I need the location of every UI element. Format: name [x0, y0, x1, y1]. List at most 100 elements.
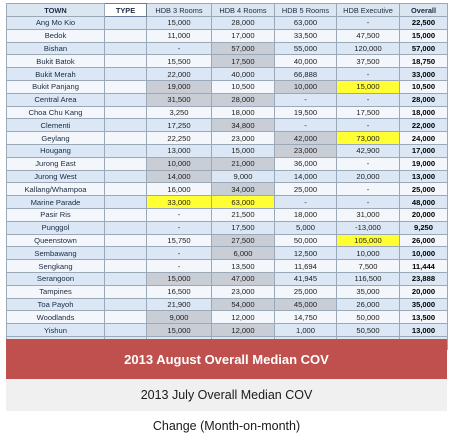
town-cell: Clementi — [6, 118, 105, 133]
overall-cell: 17,000 — [399, 143, 448, 158]
value-cell-r4: 17,500 — [211, 220, 275, 235]
town-cell: Bukit Panjang — [6, 79, 105, 94]
table-row: Bukit Merah 22,000 40,000 66,888-33,000 — [6, 67, 448, 81]
value-cell-r5: 66,888 — [274, 67, 337, 81]
town-cell: Tampines — [6, 284, 105, 299]
table-row: Kallang/Whampoa 16,000 34,000 25,000-25,000 — [6, 182, 448, 197]
overall-cell: 18,750 — [399, 54, 448, 69]
value-cell-r5: 1,000 — [274, 323, 337, 337]
type-cell — [104, 28, 147, 43]
value-cell-r4: 34,800 — [211, 118, 275, 133]
table-row: Jurong West 14,000 9,000 14,000 20,000 13,000 — [6, 169, 448, 184]
town-cell: Serangoon — [6, 271, 105, 286]
table-row: Bukit Panjang 19,000 10,500 10,000 15,000 10,… — [6, 79, 448, 94]
value-cell-r3: 16,000 — [146, 182, 212, 197]
overall-cell: 35,000 — [399, 297, 448, 312]
value-cell-r5: 40,000 — [274, 54, 337, 69]
value-cell-r4: 17,500 — [211, 54, 275, 69]
town-cell: Central Area — [6, 92, 105, 107]
table-row: Punggol -17,500 5,000 -13,000 9,250 — [6, 220, 448, 235]
overall-cell: 19,000 — [399, 156, 448, 171]
type-cell — [104, 259, 147, 273]
table-header-row: TOWN TYPE HDB 3 Rooms HDB 4 Rooms HDB 5 … — [6, 3, 448, 17]
value-cell-r5: 50,000 — [274, 233, 337, 248]
value-cell-r3: 9,000 — [146, 310, 212, 325]
overall-cell: 10,000 — [399, 246, 448, 261]
value-cell-r3: 15,750 — [146, 233, 212, 248]
overall-cell: 11,444 — [399, 259, 448, 273]
type-cell — [104, 67, 147, 81]
value-cell-r5: 11,694 — [274, 259, 337, 273]
value-cell-r5: - — [274, 92, 337, 107]
table-row: Clementi 17,250 34,800- -22,000 — [6, 118, 448, 133]
type-cell — [104, 271, 147, 286]
table-row: Bukit Batok 15,500 17,500 40,000 37,500 18,75… — [6, 54, 448, 69]
value-cell-ex: - — [336, 195, 400, 209]
cov-table: TOWN TYPE HDB 3 Rooms HDB 4 Rooms HDB 5 … — [6, 3, 448, 350]
value-cell-ex: 7,500 — [336, 259, 400, 273]
type-cell — [104, 323, 147, 337]
table-row: Geylang 22,250 23,000 42,000 73,000 24,000 — [6, 131, 448, 145]
value-cell-r5: 25,000 — [274, 182, 337, 197]
value-cell-ex: 26,000 — [336, 297, 400, 312]
table-row: Woodlands 9,000 12,000 14,750 50,000 13,500 — [6, 310, 448, 325]
town-cell: Jurong East — [6, 156, 105, 171]
value-cell-r4: 34,000 — [211, 182, 275, 197]
value-cell-r3: 15,000 — [146, 16, 212, 30]
value-cell-r5: 55,000 — [274, 41, 337, 56]
value-cell-r3: 15,500 — [146, 54, 212, 69]
value-cell-r4: 23,000 — [211, 131, 275, 145]
august-median-title: 2013 August Overall Median COV — [124, 351, 329, 367]
value-cell-r3: 15,000 — [146, 271, 212, 286]
value-cell-ex: 31,000 — [336, 207, 400, 222]
overall-cell: 26,000 — [399, 233, 448, 248]
value-cell-ex: 47,500 — [336, 28, 400, 43]
header-hdb-executive: HDB Executive — [336, 3, 400, 17]
value-cell-ex: 50,000 — [336, 310, 400, 325]
type-cell — [104, 169, 147, 184]
value-cell-r4: 15,000 — [211, 143, 275, 158]
value-cell-r3: 3,250 — [146, 105, 212, 120]
town-cell: Bishan — [6, 41, 105, 56]
value-cell-r5: 41,945 — [274, 271, 337, 286]
overall-cell: 57,000 — [399, 41, 448, 56]
value-cell-r3: 31,500 — [146, 92, 212, 107]
value-cell-ex: - — [336, 67, 400, 81]
type-cell — [104, 54, 147, 69]
value-cell-ex: 37,500 — [336, 54, 400, 69]
value-cell-r4: 63,000 — [211, 195, 275, 209]
value-cell-r4: 18,000 — [211, 105, 275, 120]
value-cell-ex: 105,000 — [336, 233, 400, 248]
value-cell-ex: - — [336, 182, 400, 197]
type-cell — [104, 195, 147, 209]
header-overall: Overall — [399, 3, 448, 17]
value-cell-r4: 54,000 — [211, 297, 275, 312]
value-cell-r5: 18,000 — [274, 207, 337, 222]
type-cell — [104, 92, 147, 107]
july-median-title: 2013 July Overall Median COV — [140, 388, 313, 402]
value-cell-r5: - — [274, 118, 337, 133]
town-cell: Marine Parade — [6, 195, 105, 209]
overall-cell: 48,000 — [399, 195, 448, 209]
overall-cell: 24,000 — [399, 131, 448, 145]
value-cell-ex: 17,500 — [336, 105, 400, 120]
value-cell-ex: - — [336, 118, 400, 133]
value-cell-r3: 15,000 — [146, 323, 212, 337]
type-cell — [104, 310, 147, 325]
value-cell-r5: 10,000 — [274, 79, 337, 94]
table-row: Central Area 31,500 28,000- -28,000 — [6, 92, 448, 107]
july-median-band: 2013 July Overall Median COV — [6, 379, 447, 411]
overall-cell: 25,000 — [399, 182, 448, 197]
header-town: TOWN — [6, 3, 105, 17]
value-cell-r3: - — [146, 41, 212, 56]
header-hdb-5-rooms: HDB 5 Rooms — [274, 3, 337, 17]
value-cell-r4: 10,500 — [211, 79, 275, 94]
header-hdb-4-rooms: HDB 4 Rooms — [211, 3, 275, 17]
town-cell: Toa Payoh — [6, 297, 105, 312]
town-cell: Jurong West — [6, 169, 105, 184]
type-cell — [104, 143, 147, 158]
value-cell-r3: - — [146, 259, 212, 273]
value-cell-r3: 11,000 — [146, 28, 212, 43]
town-cell: Bukit Batok — [6, 54, 105, 69]
value-cell-ex: 50,500 — [336, 323, 400, 337]
